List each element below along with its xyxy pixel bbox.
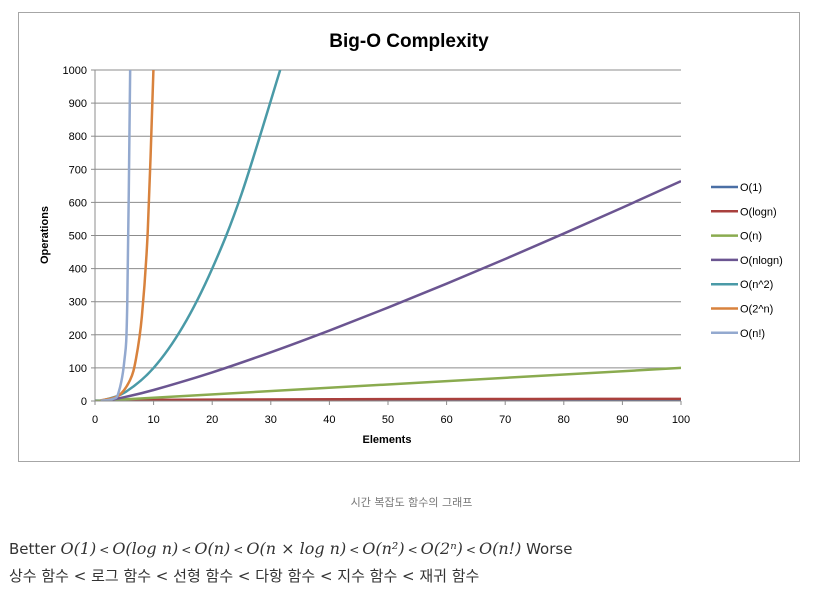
legend-label: O(2^n) (740, 304, 773, 316)
complexity-term: O(log n) (112, 539, 179, 558)
legend-label: O(1) (740, 182, 762, 194)
y-tick-label: 100 (69, 363, 87, 375)
y-tick-label: 300 (69, 297, 87, 309)
x-tick-label: 80 (558, 414, 570, 426)
complexity-term: O(n!) (478, 539, 522, 558)
y-axis-label: Operations (39, 206, 51, 264)
chart-frame: 0 100 200 300 400 500 600 700 800 900 1000 0 10 20 30 4… (18, 12, 800, 462)
y-tick-label: 500 (69, 231, 87, 243)
chart-svg: 0 100 200 300 400 500 600 700 800 900 1000 0 10 20 30 4… (39, 31, 783, 446)
series-line-o-n- (95, 366, 681, 401)
chart-title: Big-O Complexity (329, 31, 489, 52)
legend-label: O(n) (740, 231, 762, 243)
x-tick-label: 70 (499, 414, 511, 426)
y-tick-label: 200 (69, 330, 87, 342)
y-tick-label: 400 (69, 264, 87, 276)
less-than-sign: < (181, 543, 192, 557)
series-line-o-logn- (100, 397, 681, 401)
x-tick-label: 90 (616, 414, 628, 426)
x-tick-label: 50 (382, 414, 394, 426)
x-tick-label: 0 (92, 414, 98, 426)
x-tick-label: 100 (672, 414, 690, 426)
y-tick-label: 700 (69, 164, 87, 176)
legend-label: O(n!) (740, 328, 765, 340)
x-tick-label: 20 (206, 414, 218, 426)
figure-caption: 시간 복잡도 함수의 그래프 (350, 496, 473, 509)
y-tick-label: 800 (69, 131, 87, 143)
series-line-o-nlogn- (106, 179, 681, 401)
complexity-term: O(n × log n) (246, 539, 347, 558)
y-tick-label: 600 (69, 197, 87, 209)
x-axis-label: Elements (363, 434, 412, 446)
x-tick-label: 30 (265, 414, 277, 426)
legend-label: O(logn) (740, 206, 777, 218)
x-tick-label: 10 (147, 414, 159, 426)
legend-label: O(n^2) (740, 279, 773, 291)
less-than-sign: < (99, 543, 110, 557)
less-than-sign: < (233, 543, 244, 557)
worse-label: Worse (526, 540, 573, 558)
complexity-term: O(n²) (362, 539, 405, 558)
better-label: Better (9, 540, 56, 558)
less-than-sign: < (349, 543, 360, 557)
legend-label: O(nlogn) (740, 255, 783, 267)
series-line-o-n-2- (100, 70, 282, 401)
complexity-term: O(n) (194, 539, 231, 558)
complexity-term: O(2ⁿ) (420, 539, 463, 558)
x-tick-label: 40 (323, 414, 335, 426)
less-than-sign: < (465, 543, 476, 557)
y-tick-label: 900 (69, 98, 87, 110)
complexity-order-line: Better O(1) < O(log n) < O(n) < O(n × log n) < O… (9, 539, 572, 558)
less-than-sign: < (407, 543, 418, 557)
korean-order-line: 상수 함수 < 로그 함수 < 선형 함수 < 다항 함수 < 지수 함수 < … (9, 567, 480, 585)
y-tick-label: 0 (81, 396, 87, 408)
series-line-o-n- (100, 70, 132, 401)
x-tick-label: 60 (440, 414, 452, 426)
complexity-term: O(1) (60, 539, 97, 558)
y-tick-label: 1000 (63, 65, 87, 77)
